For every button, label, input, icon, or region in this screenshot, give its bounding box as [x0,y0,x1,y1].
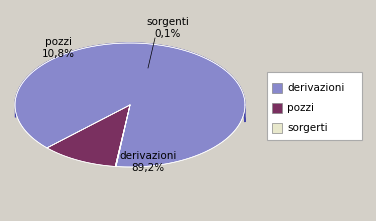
Polygon shape [47,105,130,166]
FancyBboxPatch shape [267,72,362,140]
Text: pozzi: pozzi [287,103,314,113]
Bar [272,83,282,93]
Text: derivazioni: derivazioni [287,83,344,93]
Text: sorgenti
0,1%: sorgenti 0,1% [147,17,190,39]
Polygon shape [15,43,245,122]
Bar [272,103,282,113]
Bar [272,123,282,133]
Text: pozzi
10,8%: pozzi 10,8% [41,37,74,59]
Polygon shape [15,43,245,167]
Polygon shape [115,105,130,167]
Text: derivazioni
89,2%: derivazioni 89,2% [119,151,177,173]
Text: sorgerti: sorgerti [287,123,327,133]
